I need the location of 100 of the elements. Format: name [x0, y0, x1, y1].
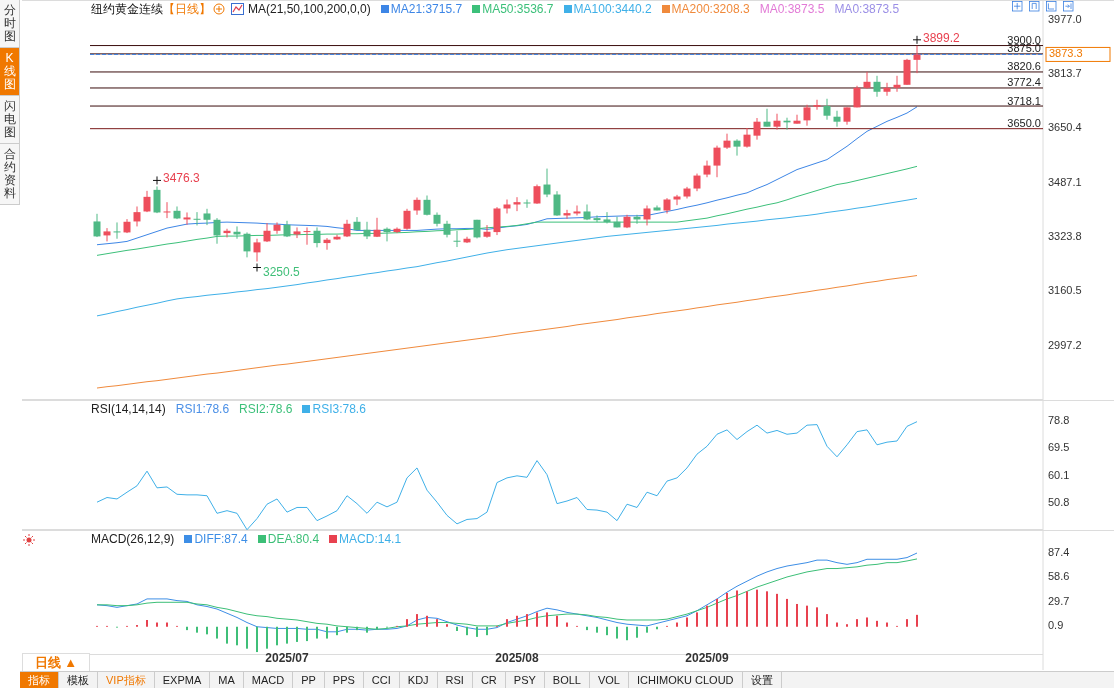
bar: [816, 607, 818, 627]
line-series: [96, 197, 918, 317]
text: ICHIMOKU CLOUD: [628, 672, 743, 688]
text: BOLL: [544, 672, 590, 688]
text: 设置: [742, 672, 782, 688]
candlestick: [833, 110, 841, 128]
candlestick: [523, 199, 531, 209]
bar: [206, 626, 208, 635]
bar: [296, 626, 298, 642]
candlestick: [403, 208, 411, 231]
y-tick-label: 0.9: [1048, 618, 1064, 631]
bar: [456, 626, 458, 631]
annotation: MA0:3873.5: [834, 2, 900, 16]
candlestick: [113, 221, 121, 240]
bar: [856, 619, 858, 627]
candlestick: [863, 71, 871, 90]
y-tick-label: 69.5: [1048, 441, 1070, 454]
candlestick: [533, 184, 541, 205]
candlestick: [93, 213, 101, 238]
y-tick-label: 87.4: [1048, 545, 1070, 558]
candlestick: [173, 205, 181, 220]
y-tick-label: 3160.5: [1048, 284, 1082, 297]
chart-subtitle: 【日线】: [163, 2, 211, 16]
y-tick-label: 2997.2: [1048, 338, 1082, 351]
line-series: [96, 275, 918, 389]
bar: [216, 626, 218, 639]
bar: [596, 626, 598, 633]
chart-title: 纽约黄金连续: [91, 2, 163, 16]
bar: [156, 622, 158, 627]
x-tick-label: 2025/09: [685, 651, 730, 665]
candlestick: [893, 75, 901, 93]
candlestick: [143, 190, 151, 213]
candlestick: [643, 204, 651, 226]
bar: [306, 626, 308, 642]
candlestick: [883, 82, 891, 97]
line-series: [96, 165, 918, 256]
candlestick: [543, 168, 551, 198]
bar: [536, 612, 538, 627]
candlestick: [313, 226, 321, 248]
annotation: 3899.2: [923, 30, 961, 45]
ref-line-label: 3772.4: [1007, 76, 1041, 89]
bar: [786, 598, 788, 627]
bar: [706, 605, 708, 627]
annotation: 3250.5: [263, 264, 301, 279]
candlestick: [733, 138, 741, 157]
legend-label: MACD:14.1: [338, 532, 402, 546]
bar: [686, 617, 688, 627]
candlestick: [133, 205, 141, 227]
bar: [276, 626, 278, 646]
x-tick-label: 2025/08: [495, 651, 540, 665]
bar: [776, 593, 778, 627]
bar: [716, 598, 718, 627]
candlestick: [573, 204, 581, 216]
bar: [406, 619, 408, 627]
candlestick: [603, 211, 611, 224]
bar: [466, 626, 468, 636]
candlestick: [323, 237, 331, 251]
candlestick: [453, 230, 461, 248]
candlestick: [913, 45, 921, 74]
candlestick: [553, 190, 561, 217]
candlestick: [393, 226, 401, 234]
text: VIP指标: [98, 672, 155, 688]
y-tick-label: 3977.0: [1048, 12, 1082, 25]
bar: [566, 622, 568, 627]
candlestick: [673, 194, 681, 206]
text: 闪电图: [0, 96, 19, 144]
bar: [756, 589, 758, 627]
text: 合约资料: [0, 144, 19, 205]
ref-line-label: 3718.1: [1007, 94, 1041, 107]
bar: [556, 615, 558, 627]
ref-line-label: 3650.0: [1007, 117, 1041, 130]
candlestick: [153, 185, 161, 214]
bar: [546, 612, 548, 627]
text: PPS: [324, 672, 364, 688]
candlestick: [793, 114, 801, 125]
annotation: MA0:3873.5: [759, 2, 825, 16]
bar: [746, 591, 748, 627]
legend-label: DIFF:87.4: [193, 532, 248, 546]
candlestick: [263, 222, 271, 243]
bar: [146, 620, 148, 627]
bar: [256, 626, 258, 653]
bar: [316, 626, 318, 639]
candlestick: [253, 238, 261, 263]
candlestick: [193, 211, 201, 226]
bar: [436, 619, 438, 627]
bar: [726, 593, 728, 627]
bar: [426, 615, 428, 627]
y-tick-label: 3487.1: [1048, 175, 1082, 188]
legend-title: MA(21,50,100,200,0,0): [248, 2, 371, 16]
candlestick: [243, 231, 251, 258]
candlestick: [813, 99, 821, 111]
text: RSI: [437, 672, 473, 688]
candlestick: [873, 75, 881, 98]
annotation: 3476.3: [163, 171, 201, 186]
bar: [246, 626, 248, 649]
x-tick-label: 2025/07: [265, 651, 310, 665]
bar: [846, 624, 848, 627]
ref-line-label: 3820.6: [1007, 60, 1041, 73]
bar: [196, 626, 198, 633]
bar: [626, 626, 628, 641]
